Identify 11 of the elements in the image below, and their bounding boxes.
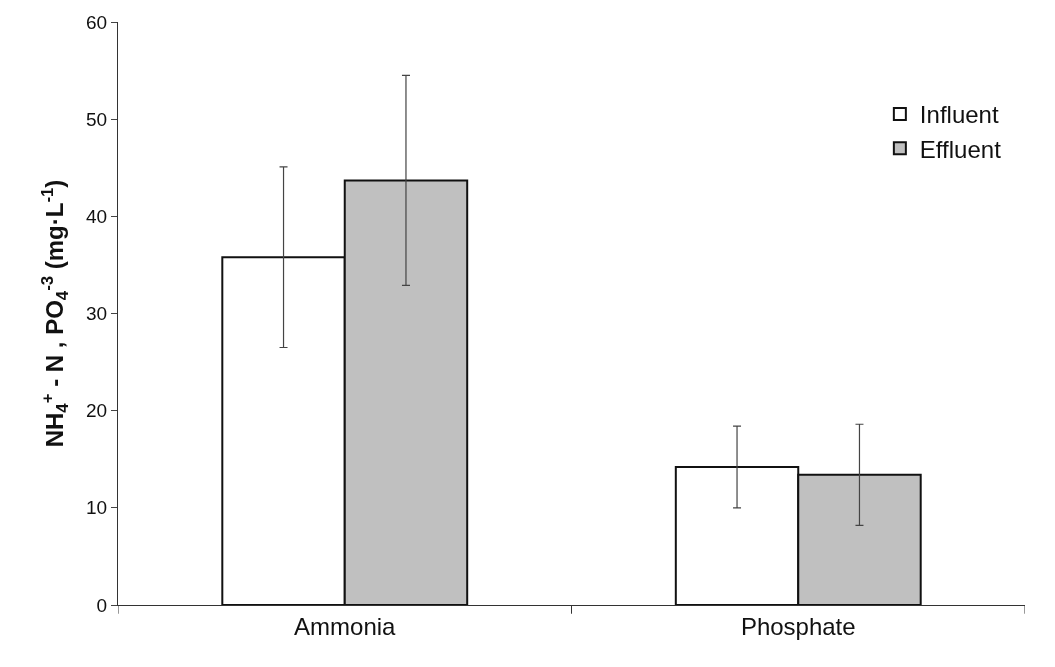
y-tick-label: 40 (86, 205, 108, 227)
y-tick-label: 30 (86, 303, 108, 325)
legend-label: Influent (919, 101, 999, 129)
x-tick-label: Ammonia (294, 612, 397, 640)
y-tick-label: 10 (86, 497, 108, 519)
y-tick-label: 0 (96, 594, 108, 616)
y-tick-label: 20 (86, 400, 108, 422)
y-tick-label: 60 (86, 11, 108, 33)
legend-label: Effluent (919, 135, 1002, 163)
y-tick-label: 50 (86, 108, 108, 130)
x-tick-label: Phosphate (740, 612, 856, 640)
